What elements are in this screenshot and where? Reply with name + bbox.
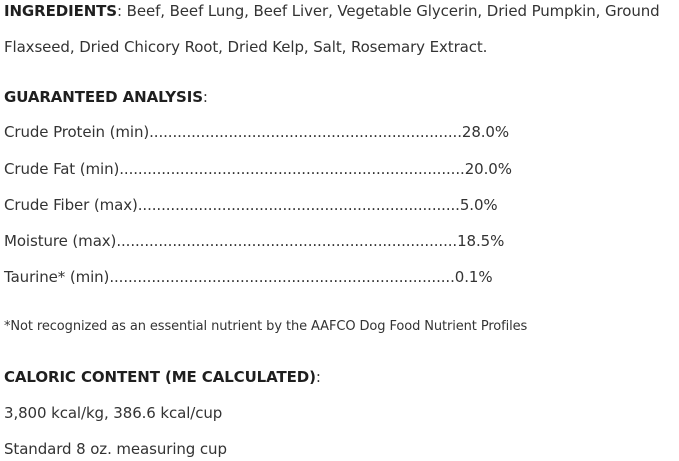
analysis-row-value: 0.1% [454, 268, 493, 286]
caloric-heading-line: CALORIC CONTENT (ME CALCULATED): [4, 367, 321, 387]
analysis-row-name: Crude Fiber (max) [4, 196, 138, 214]
analysis-row-dots: ........................................… [116, 232, 458, 250]
ingredients-text-1: Beef, Beef Lung, Beef Liver, Vegetable G… [121, 2, 660, 20]
analysis-row: Crude Fiber (max).......................… [4, 195, 498, 215]
analysis-row-name: Crude Fat (min) [4, 160, 120, 178]
analysis-row-value: 28.0% [461, 123, 510, 141]
analysis-heading: GUARANTEED ANALYSIS [4, 88, 203, 106]
analysis-row-value: 18.5% [457, 232, 505, 250]
footnote: *Not recognized as an essential nutrient… [4, 319, 528, 334]
ingredients-line-1: INGREDIENTS: Beef, Beef Lung, Beef Liver… [4, 1, 660, 21]
analysis-row: Taurine* (min)..........................… [4, 267, 493, 287]
caloric-colon: : [315, 368, 321, 386]
ingredients-colon: : [117, 2, 122, 20]
analysis-row-name: Crude Protein (min) [4, 123, 150, 141]
analysis-row-name: Moisture (max) [4, 232, 117, 250]
ingredients-text-2: Flaxseed, Dried Chicory Root, Dried Kelp… [4, 38, 488, 56]
caloric-measure-note: Standard 8 oz. measuring cup [4, 440, 227, 458]
ingredients-line-2: Flaxseed, Dried Chicory Root, Dried Kelp… [4, 37, 487, 57]
ingredients-heading: INGREDIENTS [4, 2, 118, 20]
caloric-value: 3,800 kcal/kg, 386.6 kcal/cup [4, 404, 223, 422]
analysis-row-value: 5.0% [459, 196, 498, 214]
analysis-heading-line: GUARANTEED ANALYSIS: [4, 87, 208, 107]
analysis-row-name: Taurine* (min) [4, 268, 110, 286]
analysis-row-value: 20.0% [464, 160, 512, 178]
analysis-row: Crude Fat (min).........................… [4, 159, 512, 179]
analysis-row: Crude Protein (min).....................… [4, 122, 509, 142]
analysis-row: Moisture (max)..........................… [4, 231, 504, 251]
analysis-row-dots: ........................................… [119, 160, 465, 178]
analysis-colon: : [202, 88, 208, 106]
caloric-heading: CALORIC CONTENT (ME CALCULATED) [4, 368, 316, 386]
analysis-row-dots: ........................................… [137, 196, 460, 214]
analysis-row-dots: ........................................… [149, 123, 462, 141]
analysis-row-dots: ........................................… [109, 268, 455, 286]
